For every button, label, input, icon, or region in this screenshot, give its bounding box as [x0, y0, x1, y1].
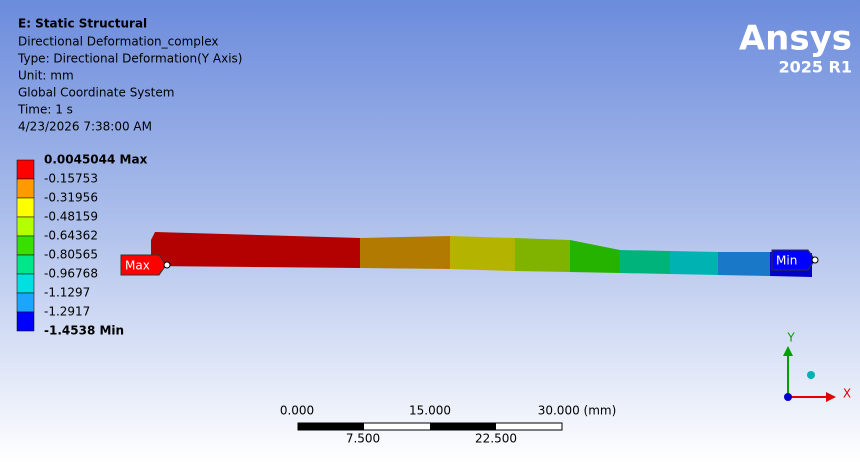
probe-dot	[163, 261, 171, 269]
logo-brand: Ansys	[739, 19, 852, 59]
legend-band	[16, 159, 35, 180]
beam-region	[620, 250, 670, 274]
legend-label: 0.0045044 Max	[44, 153, 148, 167]
legend: 0.0045044 Max -0.15753 -0.31956 -0.48159 -0.…	[16, 153, 148, 338]
header-line: Global Coordinate System	[18, 86, 174, 100]
x-label: X	[843, 387, 851, 401]
beam-region	[515, 238, 570, 272]
legend-label: -0.80565	[44, 248, 98, 262]
legend-band	[16, 311, 35, 332]
max-label: Max	[125, 259, 150, 273]
max-probe	[120, 254, 167, 276]
scale-label: 15.000	[409, 404, 451, 418]
header-line: Type: Directional Deformation(Y Axis)	[17, 52, 242, 66]
scale-label: 0.000	[280, 404, 314, 418]
legend-label: -0.31956	[44, 191, 98, 205]
legend-label: -0.48159	[44, 210, 98, 224]
legend-label: -0.64362	[44, 229, 98, 243]
legend-band	[16, 273, 35, 294]
scale-label: 30.000 (mm)	[538, 404, 617, 418]
triad	[783, 346, 836, 402]
beam-region	[360, 236, 450, 269]
beam-region	[450, 236, 515, 271]
title: E: Static Structural	[18, 17, 147, 31]
header-line: Unit: mm	[18, 69, 74, 83]
legend-band	[16, 254, 35, 275]
legend-label: -1.1297	[44, 286, 90, 300]
legend-band	[16, 292, 35, 313]
scale-segment	[298, 423, 364, 430]
min-label: Min	[776, 254, 797, 268]
legend-label: -1.4538 Min	[44, 324, 124, 338]
y-label: Y	[786, 331, 795, 345]
legend-label: -0.15753	[44, 172, 98, 186]
triad-ball	[807, 371, 815, 379]
scale-bar	[297, 422, 563, 431]
min-probe	[771, 249, 816, 271]
beam-region	[670, 251, 718, 275]
model	[151, 232, 812, 277]
legend-label: -0.96768	[44, 267, 98, 281]
scale-label: 22.500	[475, 432, 517, 446]
arrowhead	[826, 392, 836, 402]
z-axis	[784, 393, 792, 401]
header-line: Time: 1 s	[17, 103, 73, 117]
legend-label: -1.2917	[44, 305, 90, 319]
header-line: Directional Deformation_complex	[18, 35, 219, 49]
legend-band	[16, 235, 35, 256]
legend-band	[16, 178, 35, 199]
probe-dot	[811, 256, 819, 264]
legend-band	[16, 216, 35, 237]
arrowhead	[783, 346, 793, 356]
beam-region	[151, 232, 360, 268]
logo-version: 2025 R1	[778, 58, 852, 77]
legend-band	[16, 197, 35, 218]
header-line: 4/23/2026 7:38:00 AM	[18, 120, 152, 134]
beam-region	[718, 252, 770, 276]
scale-segment	[430, 423, 496, 430]
scale-label: 7.500	[346, 432, 380, 446]
beam-region	[570, 240, 620, 273]
